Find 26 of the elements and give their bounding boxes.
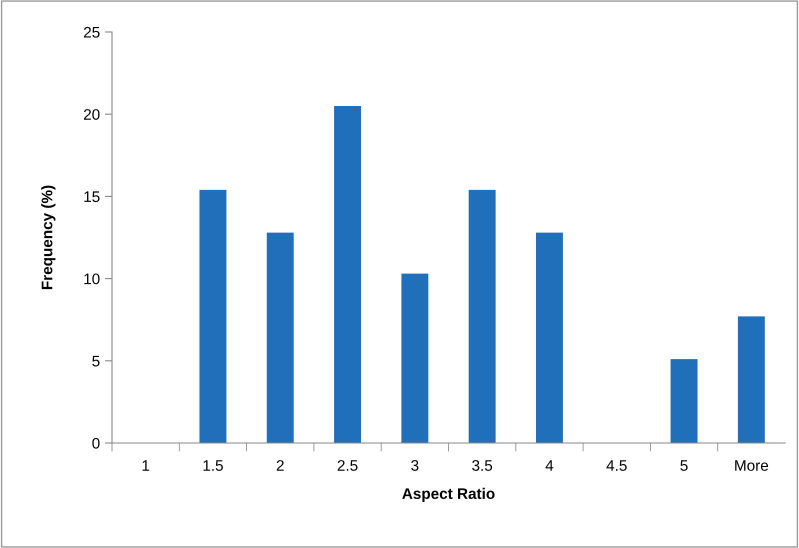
x-tick-label: 1: [142, 460, 150, 471]
y-tick-label: 0: [92, 438, 100, 449]
x-axis-title: Aspect Ratio: [402, 488, 495, 502]
y-tick-label: 20: [84, 109, 100, 120]
x-tick-label: 2.5: [338, 460, 358, 471]
bar: [401, 274, 428, 443]
x-tick-label: 4: [546, 460, 554, 471]
x-tick-label: 2: [276, 460, 284, 471]
bar: [468, 190, 496, 443]
x-tick-label: 4.5: [606, 460, 627, 471]
y-tick-label: 5: [92, 356, 100, 366]
x-tick-label: 3: [411, 460, 418, 471]
x-tick-label: 1.5: [203, 460, 223, 471]
bar: [334, 106, 362, 443]
y-tick-label: 15: [84, 191, 100, 202]
x-tick-label: 5: [680, 460, 688, 471]
x-tick-label: More: [735, 460, 768, 471]
y-tick-label: 10: [84, 273, 100, 284]
bar: [266, 232, 294, 443]
bar: [738, 316, 765, 443]
bar: [670, 359, 698, 443]
bar: [199, 190, 226, 443]
y-tick-label: 25: [84, 26, 100, 38]
y-axis-title: Frequency (%): [41, 186, 56, 290]
bar: [536, 232, 563, 443]
x-tick-label: 3.5: [472, 460, 492, 471]
